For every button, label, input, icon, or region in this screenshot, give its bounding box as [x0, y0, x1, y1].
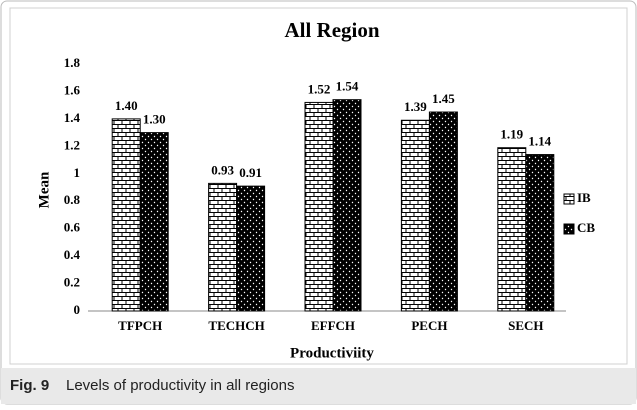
legend-swatch: [563, 223, 575, 235]
x-tick-label: TECHCH: [208, 318, 264, 333]
caption-text: Levels of productivity in all regions: [66, 377, 294, 394]
chart-title: All Region: [284, 18, 379, 42]
y-tick-label: 0.8: [64, 192, 81, 207]
y-tick-label: 1.8: [64, 55, 81, 70]
y-tick-label: 0: [74, 302, 81, 317]
bar: [236, 185, 266, 312]
y-tick-label: 1.6: [64, 82, 81, 97]
value-label: 0.93: [211, 162, 234, 177]
bar: [304, 101, 334, 312]
legend-label: IB: [577, 190, 591, 205]
bar: [139, 132, 169, 312]
y-tick-label: 1.2: [64, 137, 80, 152]
value-label: 1.45: [432, 91, 455, 106]
value-label: 1.52: [308, 81, 331, 96]
x-tick-label: SECH: [508, 318, 543, 333]
x-tick-label: EFFCH: [311, 318, 355, 333]
bar: [400, 119, 430, 312]
caption-label: Fig. 9: [10, 377, 49, 394]
legend-swatch: [563, 193, 575, 205]
bar: [111, 118, 141, 312]
value-label: 1.39: [404, 99, 427, 114]
value-label: 1.14: [528, 134, 551, 149]
value-label: 1.54: [336, 79, 359, 94]
bar: [497, 147, 527, 312]
legend-label: CB: [577, 220, 595, 235]
bar: [208, 182, 238, 312]
y-axis-label: Mean: [36, 171, 52, 208]
bar: [525, 154, 555, 312]
x-tick-label: TFPCH: [118, 318, 162, 333]
value-label: 1.40: [115, 98, 138, 113]
caption-band: [1, 368, 636, 404]
value-label: 1.30: [143, 112, 166, 127]
y-tick-label: 1.4: [64, 110, 81, 125]
value-label: 0.91: [239, 165, 262, 180]
value-label: 1.19: [500, 127, 523, 142]
y-tick-label: 0.6: [64, 220, 81, 235]
bar: [428, 111, 458, 312]
y-tick-label: 1: [74, 165, 81, 180]
y-tick-label: 0.4: [64, 247, 81, 262]
x-axis-label: Productiviity: [290, 345, 374, 361]
y-tick-label: 0.2: [64, 275, 80, 290]
x-tick-label: PECH: [411, 318, 447, 333]
bar: [332, 99, 362, 312]
